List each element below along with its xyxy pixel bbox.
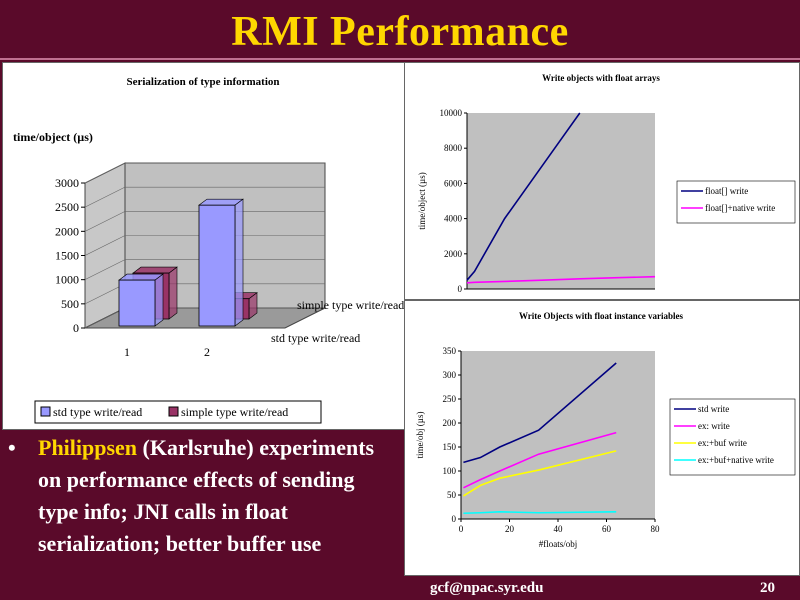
bar-front [118,279,156,327]
x-tick-label: 0 [459,524,464,534]
bullet-list: • Philippsen (Karlsruhe) experiments on … [0,432,400,600]
y-tick-label: 2500 [55,200,79,214]
page-number: 20 [760,580,775,596]
y-tick-label: 300 [443,370,457,380]
y-tick-label: 0 [73,321,79,335]
y-tick-label: 1000 [55,273,79,287]
slide-title: RMI Performance [231,9,569,55]
float-vars-chart-panel: Write Objects with float instance variab… [404,300,800,576]
type-info-bar-chart: Serialization of type information time/ob… [13,76,404,424]
bullet-marker: • [8,435,16,460]
gridline-side [84,235,126,256]
bar-side [168,266,178,320]
x-tick-label: 20 [505,524,515,534]
plot-area [461,351,655,519]
y-tick-label: 50 [447,490,457,500]
plot-area [467,113,655,289]
y-tick-label: 200 [443,418,457,428]
legend-label: std write [698,404,729,414]
y-tick-label: 6000 [444,178,463,188]
bar [118,273,164,327]
y-tick-label: 500 [61,297,79,311]
bar-front [198,204,236,327]
bar [198,198,244,327]
x-axis-label: #floats/obj [539,539,578,549]
chart-title: Write objects with float arrays [542,73,660,83]
y-tick-label: 100 [443,466,457,476]
legend-swatch [168,406,179,417]
series-line [463,450,617,497]
legend-label: ex:+buf+native write [698,455,774,465]
gridline-side [84,186,126,208]
bullet-text: Philippsen (Karlsruhe) experiments on pe… [38,432,388,560]
type-info-chart-panel: Serialization of type information time/ob… [2,62,408,430]
x-tick-label: 40 [554,524,564,534]
gridline-side [84,162,126,184]
footer-email: gcf@npac.syr.edu [430,580,544,596]
x-tick-label: 60 [602,524,612,534]
legend-label: float[]+native write [705,203,775,213]
y-tick-label: 2000 [444,249,463,259]
legend-box [669,398,796,476]
y-axis-label: time/obj (µs) [415,412,425,459]
bar-side [234,198,244,327]
title-divider [0,58,800,60]
series-line [466,275,656,284]
chart-title: Write Objects with float instance variab… [519,311,684,321]
y-tick-label: 0 [458,284,463,294]
y-tick-label: 3000 [55,176,79,190]
bullet-name: Philippsen [38,435,138,460]
y-tick-label: 150 [443,442,457,452]
y-tick-label: 4000 [444,214,463,224]
depth-label: std type write/read [271,331,360,345]
float-vars-line-chart: Write Objects with float instance variab… [415,311,796,549]
gridline-side [84,259,126,280]
series-line [463,431,617,489]
x-category-label: 2 [204,345,210,359]
depth-label: simple type write/read [297,298,404,312]
bullet-body: (Karlsruhe) experiments on performance e… [38,435,375,556]
series-line [463,362,617,464]
chart-title: Serialization of type information [126,76,279,88]
y-axis-label: time/object (µs) [13,130,93,144]
legend-label: ex: write [698,421,730,431]
y-tick-label: 2000 [55,224,79,238]
legend-label: std type write/read [53,405,142,419]
float-arrays-chart-panel: Write objects with float arrays 0 2000 4000… [404,62,800,300]
gridline-side [84,307,126,329]
legend-label: float[] write [705,186,748,196]
y-tick-label: 250 [443,394,457,404]
x-tick-label: 80 [651,524,661,534]
legend-box [676,180,796,224]
x-category-label: 1 [124,345,130,359]
gridline-side [84,283,126,305]
y-tick-label: 10000 [440,108,463,118]
legend-label: ex:+buf write [698,438,747,448]
legend-swatch [40,406,51,417]
y-tick-label: 8000 [444,143,463,153]
y-tick-label: 1500 [55,249,79,263]
y-axis-label: time/object (µs) [417,172,427,229]
legend-label: simple type write/read [181,405,288,419]
bar-side [154,273,164,327]
series-line [466,112,581,281]
series-line [463,510,617,515]
float-arrays-line-chart: Write objects with float arrays 0 2000 4000… [417,73,796,294]
y-tick-label: 350 [443,346,457,356]
y-tick-label: 0 [452,514,457,524]
gridline-side [84,211,126,232]
